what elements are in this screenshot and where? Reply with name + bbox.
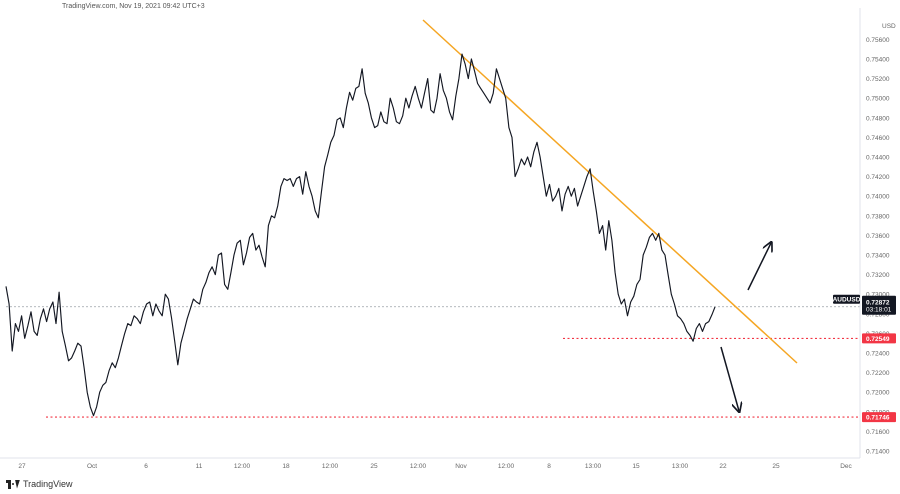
tradingview-brand-label: TradingView — [23, 479, 73, 489]
price-tick-label: 0.74400 — [866, 155, 890, 162]
time-tick-label: 12:00 — [322, 463, 339, 470]
arrow-down-annotation[interactable] — [720, 346, 739, 411]
price-tick-label: 0.75400 — [866, 57, 890, 64]
symbol-label-bg — [833, 294, 860, 304]
annotations-layer — [720, 243, 771, 411]
price-tick-label: 0.73400 — [866, 253, 890, 260]
price-tick-label: 0.74600 — [866, 135, 890, 142]
level-price-label: 0.71746 — [866, 415, 890, 422]
time-tick-label: Nov — [455, 463, 467, 470]
time-tick-label: 13:00 — [672, 463, 689, 470]
price-tick-label: 0.74200 — [866, 174, 890, 181]
time-tick-label: 12:00 — [234, 463, 251, 470]
price-axis: 0.75600 0.75400 0.75200 0.75000 0.74800 0.746… — [866, 23, 896, 456]
level-price-label-bg — [862, 333, 896, 344]
currency-label: USD — [882, 23, 896, 30]
price-series-line[interactable] — [5, 53, 716, 417]
time-tick-label: 11 — [196, 463, 203, 470]
tradingview-logo-icon — [6, 479, 20, 489]
time-axis: 27 Oct 6 11 12:00 18 12:00 25 12:00 Nov 12:00 8 13:0… — [18, 463, 852, 470]
price-tick-label: 0.73800 — [866, 213, 890, 220]
time-tick-label: 6 — [144, 463, 148, 470]
price-tick-label: 0.74800 — [866, 115, 890, 122]
price-tick-label: 0.75200 — [866, 76, 890, 83]
resistance-trendline[interactable] — [422, 19, 798, 364]
time-tick-label: 15 — [632, 463, 640, 470]
time-tick-label: 18 — [282, 463, 290, 470]
price-tick-label: 0.72400 — [866, 351, 890, 358]
time-tick-label: 12:00 — [410, 463, 427, 470]
chart-source-header: TradingView.com, Nov 19, 2021 09:42 UTC+… — [62, 3, 205, 10]
series-layer — [5, 53, 716, 417]
time-tick-label: 22 — [719, 463, 727, 470]
time-tick-label: 13:00 — [585, 463, 602, 470]
price-tick-label: 0.72800 — [866, 311, 890, 318]
time-tick-label: Oct — [87, 463, 97, 470]
time-tick-label: 8 — [547, 463, 551, 470]
countdown-label: 03:18:01 — [866, 307, 892, 314]
level-price-label-bg — [862, 412, 896, 423]
symbol-label: AUDUSD — [833, 297, 861, 304]
time-tick-label: 12:00 — [498, 463, 515, 470]
price-tick-label: 0.73200 — [866, 272, 890, 279]
level-price-label: 0.72549 — [866, 336, 890, 343]
horizontal-levels — [6, 306, 860, 418]
time-tick-label: Dec — [840, 463, 852, 470]
price-tick-label: 0.73000 — [866, 292, 890, 299]
price-tick-label: 0.72200 — [866, 370, 890, 377]
price-tick-label: 0.74000 — [866, 194, 890, 201]
price-tick-label: 0.71600 — [866, 429, 890, 436]
current-price-label: 0.72872 — [866, 300, 890, 307]
price-tick-label: 0.71400 — [866, 449, 890, 456]
time-tick-label: 27 — [18, 463, 26, 470]
current-price-label-bg — [862, 295, 896, 315]
price-tick-label: 0.75600 — [866, 37, 890, 44]
trendline-layer — [422, 19, 798, 364]
time-tick-label: 25 — [772, 463, 780, 470]
price-tick-label: 0.72000 — [866, 390, 890, 397]
tradingview-brand[interactable]: TradingView — [6, 479, 73, 489]
arrow-up-annotation[interactable] — [747, 243, 771, 291]
price-tick-label: 0.73600 — [866, 233, 890, 240]
time-tick-label: 25 — [370, 463, 378, 470]
price-tick-label: 0.75000 — [866, 96, 890, 103]
